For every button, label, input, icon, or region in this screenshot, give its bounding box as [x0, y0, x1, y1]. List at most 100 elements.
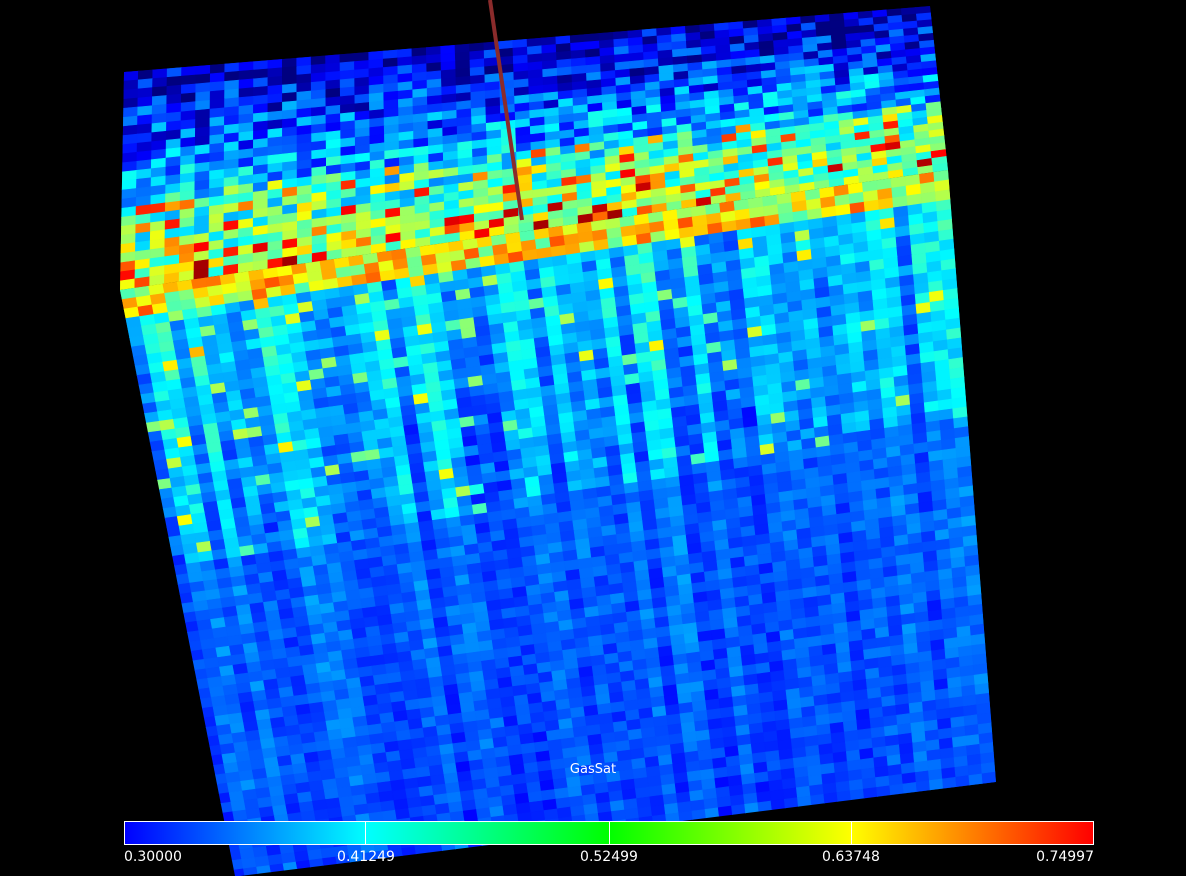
grid-cell: [267, 67, 283, 78]
grid-cell: [325, 62, 341, 73]
grid-cell: [936, 707, 952, 721]
grid-cell: [440, 60, 457, 72]
grid-cell: [137, 69, 154, 81]
grid-cell: [136, 123, 153, 135]
grid-cell: [925, 739, 941, 752]
grid-cell: [641, 28, 658, 38]
grid-cell: [382, 65, 399, 77]
grid-cell: [962, 694, 977, 707]
grid-cell: [166, 66, 182, 78]
grid-cell: [282, 109, 298, 120]
tick-label-min: 0.30000: [124, 849, 182, 865]
grid-cell: [281, 66, 298, 77]
grid-cell: [907, 691, 923, 704]
grid-cell: [454, 43, 471, 54]
grid-cell: [195, 64, 211, 76]
grid-cell: [963, 714, 979, 727]
grid-cell: [397, 64, 413, 75]
grid-cell: [922, 699, 937, 713]
grid-cell: [282, 83, 298, 94]
grid-cell: [770, 798, 786, 812]
grid-cell: [426, 78, 442, 89]
grid-cell: [892, 673, 908, 687]
grid-cell: [296, 73, 312, 85]
grid-cell: [702, 678, 719, 692]
grid-cell: [195, 108, 211, 120]
grid-cell: [704, 807, 720, 820]
grid-cell: [662, 684, 678, 697]
grid-cell: [682, 731, 698, 744]
grid-cell: [209, 81, 225, 92]
grid-cell: [238, 87, 254, 98]
grid-cell: [909, 711, 925, 724]
grid-cell: [253, 111, 269, 123]
tick-label-3: 0.52499: [580, 849, 638, 865]
grid-cell: [238, 61, 254, 72]
grid-cell: [121, 151, 138, 164]
grid-cell: [655, 734, 671, 747]
grid-cell: [401, 846, 417, 859]
tick-label-max: 0.74997: [1036, 849, 1094, 865]
grid-cell: [671, 643, 687, 656]
grid-cell: [497, 39, 514, 50]
grid-cell: [414, 844, 430, 857]
grid-cell: [310, 55, 326, 66]
grid-cell: [895, 703, 911, 716]
grid-cell: [932, 668, 948, 681]
grid-cell: [282, 861, 299, 874]
grid-cell: [137, 96, 153, 108]
grid-cell: [783, 797, 799, 810]
grid-cell: [898, 732, 913, 746]
tick-label-4: 0.63748: [822, 849, 880, 865]
grid-cell: [854, 698, 870, 711]
grid-cell: [411, 46, 427, 58]
grid-cell: [569, 33, 586, 44]
grid-cell: [469, 58, 485, 69]
grid-cell: [295, 859, 312, 872]
grid-cell: [195, 99, 211, 111]
grid-cell: [949, 706, 965, 719]
grid-cell: [339, 61, 355, 72]
grid-cell: [269, 863, 286, 876]
grid-cell: [427, 843, 444, 856]
grid-top-face: [120, 6, 948, 290]
grid-cell: [122, 115, 138, 127]
grid-cell: [209, 72, 226, 83]
grid-cell: [598, 39, 615, 49]
grid-cell: [256, 865, 272, 876]
grid-cell: [666, 713, 682, 726]
grid-cell: [180, 110, 196, 122]
grid-cell: [512, 38, 528, 49]
grid-cell: [411, 71, 428, 82]
grid-cell: [810, 793, 826, 807]
grid-cell: [229, 868, 246, 876]
grid-cell: [976, 712, 992, 725]
grid-cell: [281, 74, 298, 86]
grid-cell: [469, 42, 485, 53]
grid-cell: [243, 866, 259, 876]
grid-cell: [425, 45, 442, 56]
grid-cell: [619, 670, 636, 683]
grid-cell: [719, 706, 735, 719]
grid-cell: [584, 32, 600, 43]
grid-cell: [915, 630, 931, 644]
grid-cell: [937, 717, 952, 731]
grid-cell: [905, 662, 921, 675]
grid-cell: [382, 57, 399, 68]
grid-cell: [877, 655, 893, 669]
grid-cell: [469, 66, 486, 77]
grid-cell: [267, 101, 283, 113]
grid-cell: [209, 98, 225, 110]
grid-cell: [195, 73, 211, 85]
grid-cell: [310, 63, 326, 75]
grid-cell: [912, 740, 928, 754]
grid-cell: [122, 106, 139, 118]
grid-cell: [731, 803, 747, 817]
grid-cell: [728, 665, 744, 678]
grid-cell: [224, 88, 240, 100]
grid-cell: [947, 676, 962, 689]
tick-mark: [365, 822, 367, 844]
grid-cell: [836, 651, 852, 664]
